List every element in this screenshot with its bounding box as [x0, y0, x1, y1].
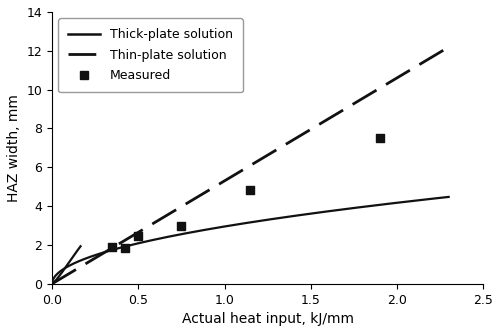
Point	[376, 136, 384, 141]
Point	[120, 245, 128, 250]
Y-axis label: HAZ width, mm: HAZ width, mm	[7, 94, 21, 202]
Point	[108, 244, 116, 249]
Legend: Thick-plate solution, Thin-plate solution, Measured: Thick-plate solution, Thin-plate solutio…	[58, 18, 242, 92]
Point	[134, 233, 142, 239]
Point	[178, 223, 186, 228]
X-axis label: Actual heat input, kJ/mm: Actual heat input, kJ/mm	[182, 312, 354, 326]
Point	[246, 187, 254, 192]
